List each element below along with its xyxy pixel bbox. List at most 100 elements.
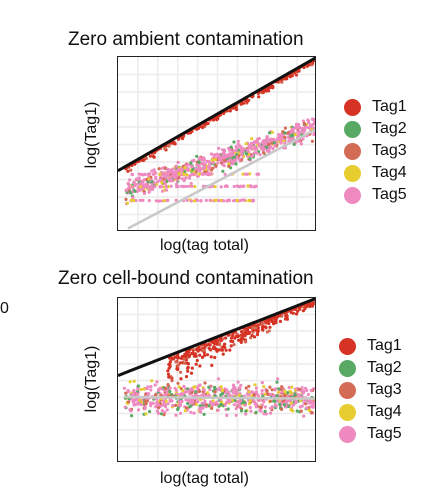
data-point — [168, 386, 172, 390]
data-point — [309, 405, 313, 409]
data-point — [149, 385, 153, 389]
data-point — [142, 158, 146, 162]
data-point — [208, 172, 212, 176]
data-point — [191, 168, 195, 172]
data-point — [204, 403, 208, 407]
data-point — [224, 336, 228, 340]
data-point — [251, 326, 255, 330]
data-point — [154, 199, 158, 203]
data-point — [131, 195, 135, 199]
data-point — [154, 393, 158, 397]
data-point — [178, 402, 183, 407]
data-point — [294, 73, 298, 77]
left-edge-fragment: 0 — [0, 300, 9, 317]
data-point — [250, 199, 254, 203]
data-point — [256, 137, 260, 141]
data-point — [274, 321, 278, 325]
data-point — [313, 131, 315, 135]
data-point — [127, 183, 131, 187]
data-point — [298, 307, 302, 311]
data-point — [272, 399, 276, 403]
data-point — [259, 409, 263, 413]
data-point — [165, 408, 169, 412]
data-point — [273, 317, 277, 322]
data-point — [299, 142, 303, 146]
data-point — [218, 154, 222, 158]
data-point — [305, 406, 309, 410]
legend-item: Tag2 — [344, 118, 407, 140]
data-point — [217, 348, 221, 352]
data-point — [137, 172, 141, 176]
data-point — [235, 198, 239, 203]
data-point — [227, 161, 231, 166]
data-point — [268, 399, 273, 403]
data-point — [254, 405, 258, 409]
data-point — [260, 389, 264, 393]
data-point — [198, 165, 202, 170]
data-point — [183, 166, 187, 170]
data-point — [195, 127, 199, 131]
data-point — [136, 387, 140, 391]
data-point — [126, 169, 130, 173]
data-point — [155, 409, 159, 413]
data-point — [134, 177, 139, 181]
data-point — [144, 402, 148, 406]
data-point — [137, 176, 141, 180]
data-point — [203, 345, 207, 349]
data-point — [263, 392, 267, 396]
data-point — [174, 403, 178, 407]
data-point — [272, 322, 276, 326]
data-point — [223, 156, 227, 160]
data-point — [253, 147, 257, 151]
data-point — [260, 403, 264, 407]
data-point — [231, 383, 236, 387]
data-point — [180, 136, 184, 140]
legend-swatch — [344, 98, 361, 116]
data-point — [268, 385, 272, 389]
data-point — [286, 135, 291, 139]
data-point — [215, 400, 219, 404]
data-point — [235, 155, 239, 159]
data-point — [259, 145, 263, 150]
data-point — [192, 172, 196, 176]
data-point — [201, 348, 206, 352]
data-point — [224, 348, 228, 352]
data-point — [157, 199, 161, 203]
data-point — [166, 198, 170, 202]
data-point — [128, 178, 132, 182]
data-point — [307, 408, 311, 412]
data-point — [189, 199, 193, 203]
data-point — [252, 335, 257, 339]
data-point — [176, 168, 180, 172]
data-points — [124, 59, 315, 206]
data-point — [155, 180, 159, 184]
data-point — [301, 391, 305, 395]
data-point — [205, 159, 209, 163]
data-point — [177, 399, 182, 404]
data-point — [166, 372, 171, 376]
legend-swatch — [344, 120, 361, 138]
data-point — [125, 201, 129, 205]
data-point — [243, 340, 247, 344]
data-point — [258, 153, 262, 157]
data-point — [240, 330, 244, 334]
data-point — [229, 344, 233, 348]
data-point — [179, 411, 183, 415]
data-point — [278, 402, 282, 407]
data-point — [253, 383, 257, 387]
data-point — [260, 392, 264, 396]
data-point — [194, 354, 198, 358]
data-point — [271, 147, 275, 151]
legend-item: Tag1 — [344, 96, 407, 118]
data-point — [168, 360, 172, 364]
data-point — [209, 152, 213, 156]
data-point — [294, 312, 299, 316]
data-point — [185, 198, 189, 202]
legend-item: Tag4 — [344, 162, 407, 184]
data-point — [187, 389, 191, 393]
data-point — [219, 338, 223, 343]
data-point — [156, 411, 160, 415]
data-point — [240, 333, 244, 337]
data-point — [124, 197, 128, 201]
legend-item: Tag2 — [339, 357, 402, 379]
